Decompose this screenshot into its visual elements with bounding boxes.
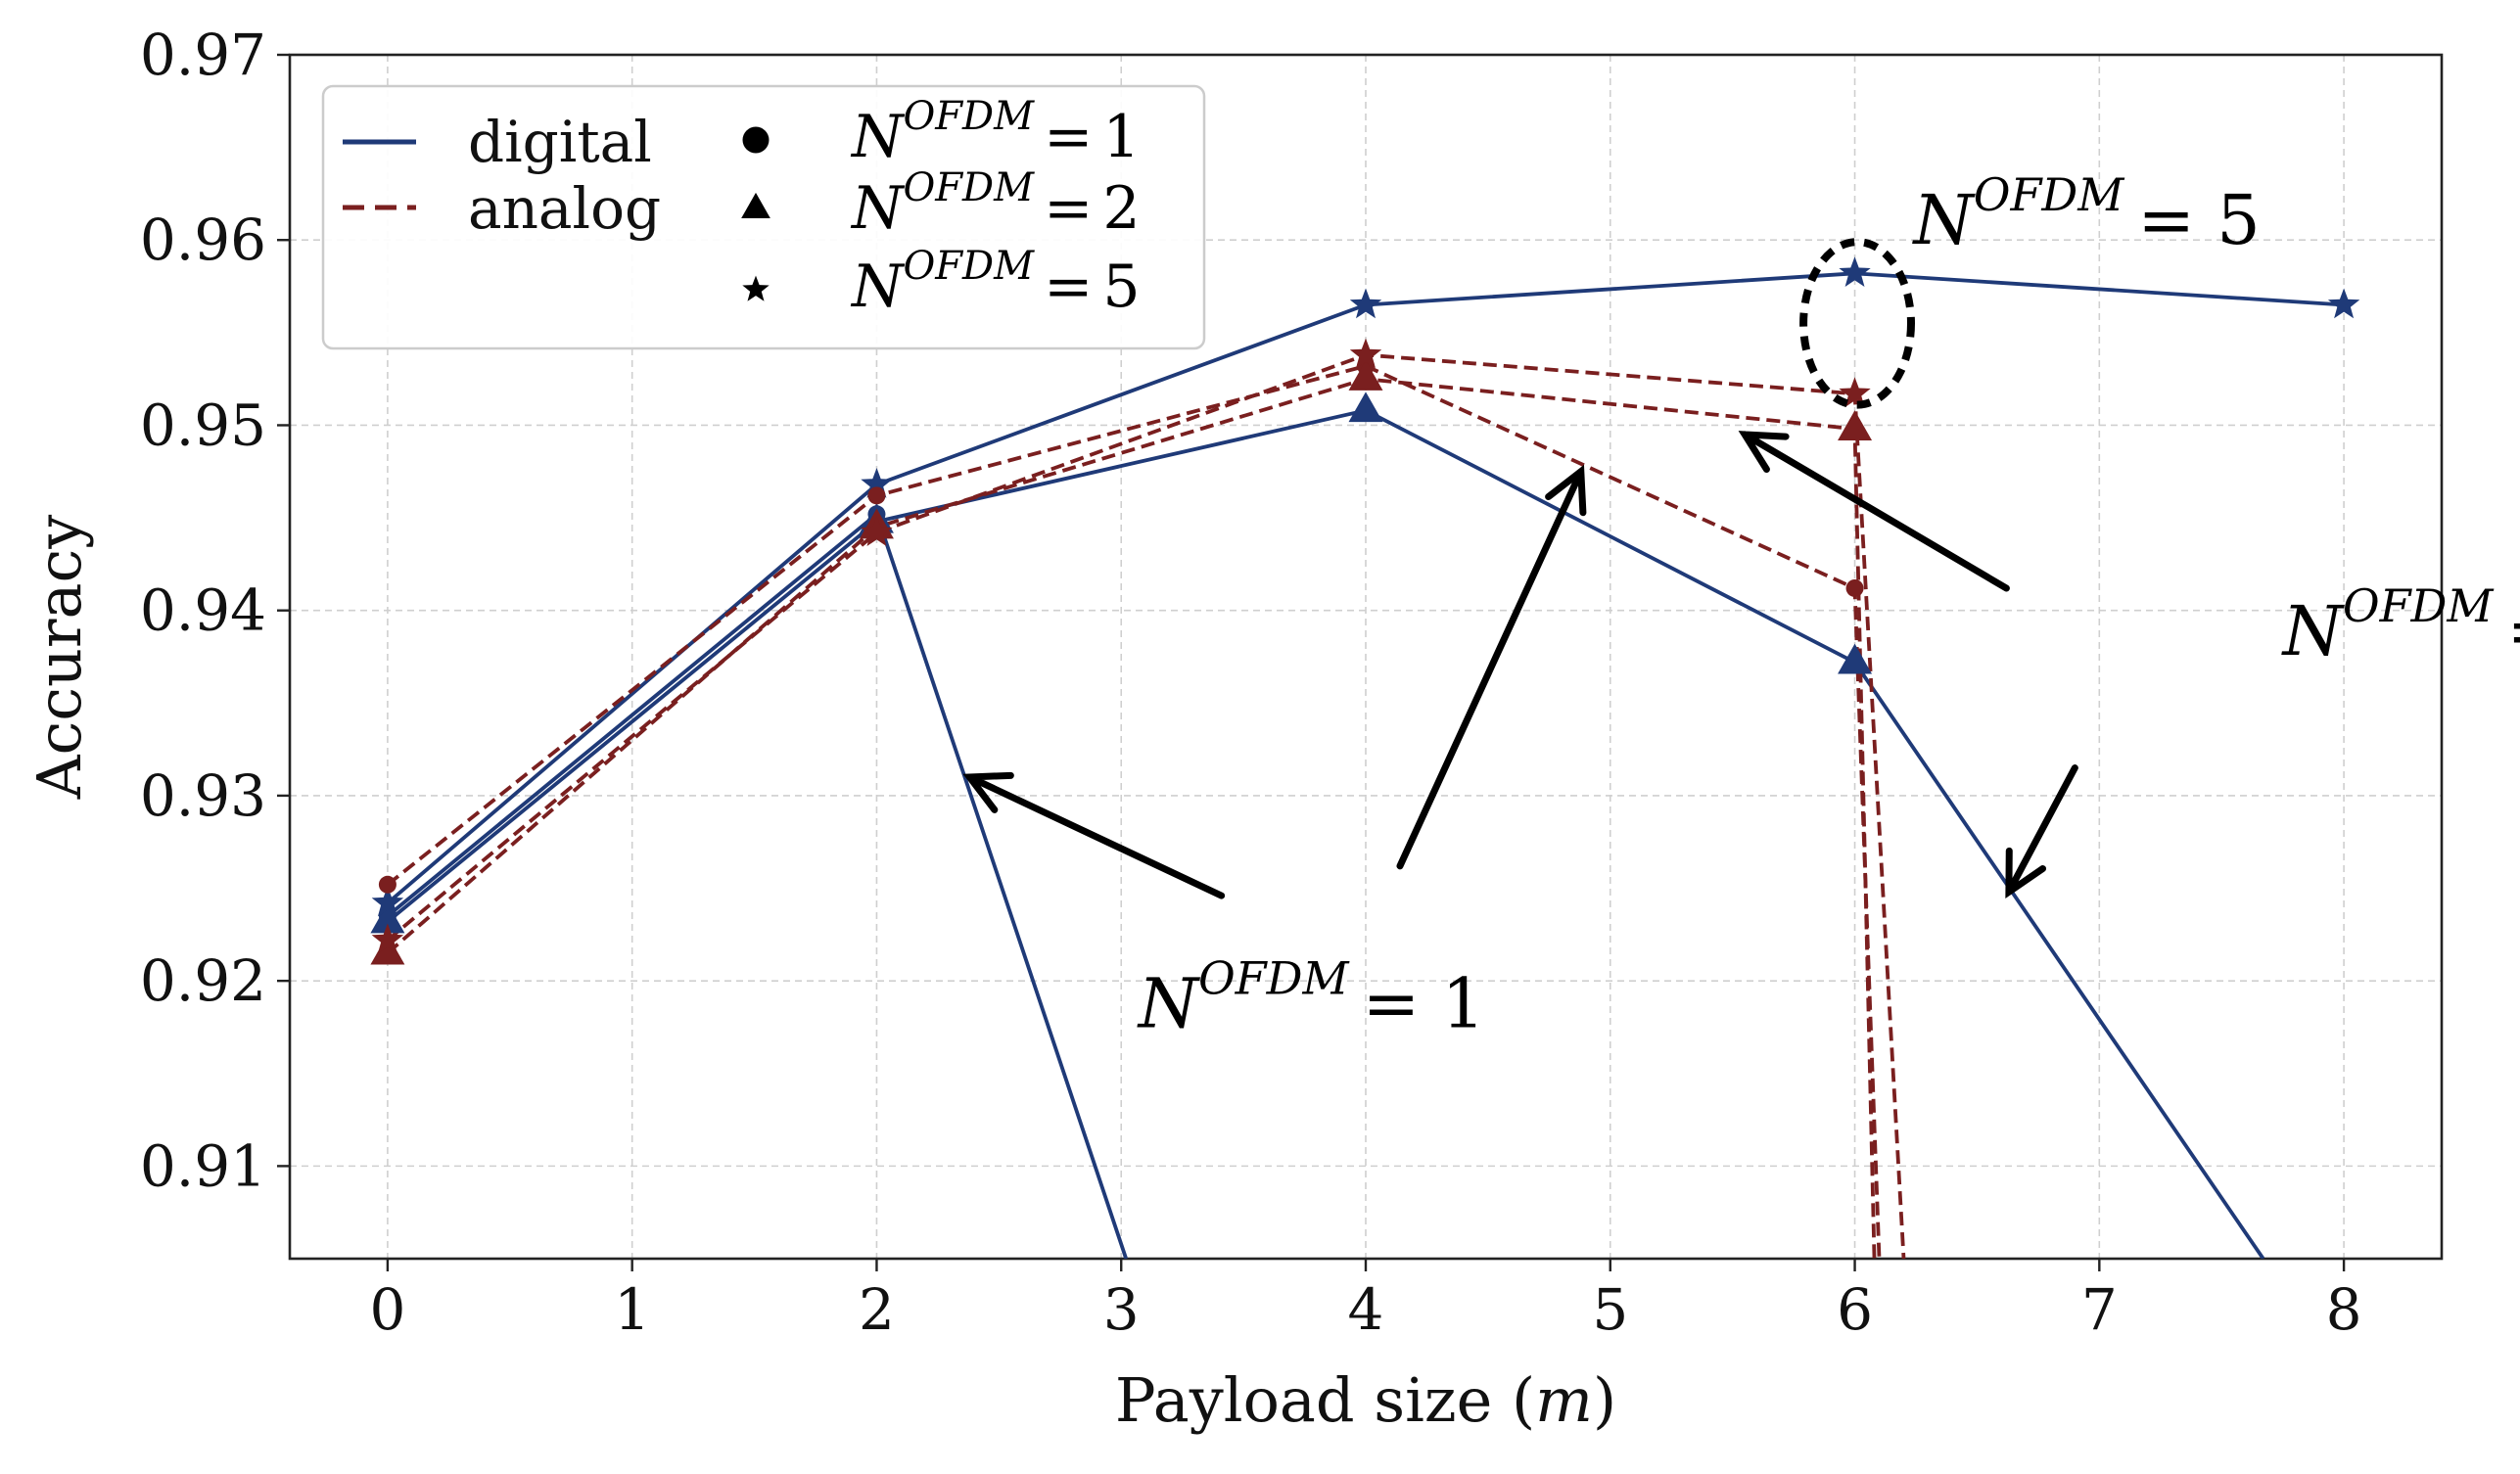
- series-line-5: [386, 352, 1906, 1259]
- y-tick-label-1: 0.92: [140, 947, 266, 1014]
- data-point-1-3: [1838, 643, 1873, 674]
- annotation-n5: NOFDM = 5: [1911, 168, 2260, 260]
- data-point-3-1: [867, 486, 886, 505]
- legend-digital-label: digital: [468, 109, 652, 175]
- x-tick-label-3: 3: [1103, 1276, 1140, 1343]
- y-tick-label-5: 0.96: [140, 207, 266, 273]
- annotation-arrow-0: [962, 771, 1226, 899]
- series-line-0: [386, 512, 1129, 1259]
- x-tick-label-8: 8: [2326, 1276, 2362, 1343]
- y-tick-label-4: 0.95: [140, 392, 266, 458]
- data-point-5-0: [371, 923, 404, 954]
- data-point-4-3: [1838, 410, 1873, 441]
- series-layer: [370, 256, 2360, 1259]
- legend-marker-shape-2: [742, 275, 770, 301]
- legend-marker-shape-0: [742, 126, 770, 154]
- data-point-5-3: [1839, 377, 1871, 407]
- data-point-2-0: [371, 886, 404, 917]
- y-axis-ticks: 0.91 0.92 0.93 0.94 0.95 0.96 0.97: [140, 22, 290, 1199]
- data-point-2-1: [861, 468, 893, 498]
- x-tick-label-5: 5: [1592, 1276, 1628, 1343]
- series-line-3: [386, 363, 1882, 1259]
- legend-star-marker: [742, 275, 770, 301]
- data-point-2-4: [2327, 288, 2360, 319]
- annotation-n2: NOFDM= 2: [2281, 579, 2520, 671]
- x-tick-label-2: 2: [859, 1276, 895, 1343]
- data-point-5-2: [1349, 338, 1382, 369]
- x-tick-label-0: 0: [369, 1276, 405, 1343]
- y-tick-label-3: 0.94: [140, 577, 266, 644]
- y-axis-title: Accuracy: [23, 515, 95, 801]
- annotation-arrow-2: [1738, 431, 2010, 592]
- annotation-n1: NOFDM = 1: [1137, 951, 1485, 1043]
- legend: digital analog NOFDM = 1 NOFDM = 2 NOFDM = 5: [321, 84, 1206, 350]
- legend-n5-label: NOFDM = 5: [850, 244, 1141, 321]
- y-tick-label-6: 0.97: [140, 22, 266, 88]
- annotation-layer: NOFDM= 5 NOFDM= 2 NOFDM= 1: [962, 168, 2520, 1043]
- data-point-1-2: [1348, 392, 1383, 423]
- data-point-4-2: [1348, 360, 1383, 391]
- annotation-arrow-1: [1396, 464, 1587, 870]
- legend-marker-shape-1: [741, 192, 770, 219]
- series-line-1: [386, 408, 2265, 1259]
- data-point-3-0: [378, 875, 397, 894]
- y-tick-label-0: 0.91: [140, 1132, 266, 1199]
- legend-n1-label: NOFDM = 1: [850, 94, 1141, 171]
- x-tick-label-6: 6: [1837, 1276, 1873, 1343]
- legend-triangle-marker: [741, 192, 770, 219]
- data-point-1-0: [370, 902, 405, 934]
- data-point-4-0: [370, 934, 405, 965]
- data-point-2-2: [1349, 288, 1382, 319]
- x-axis-title: Payload size (m): [1115, 1364, 1616, 1436]
- y-tick-label-2: 0.93: [140, 762, 266, 829]
- data-point-2-3: [1839, 256, 1871, 287]
- legend-n2-label: NOFDM = 2: [850, 165, 1141, 243]
- legend-circle-marker: [742, 126, 770, 154]
- data-point-3-3: [1845, 578, 1864, 597]
- highlight-ellipse: [1799, 238, 1915, 409]
- x-axis-ticks: 0 1 2 3 4 5 6 7 8: [369, 1259, 2362, 1343]
- series-line-4: [386, 377, 1877, 1259]
- x-tick-label-4: 4: [1348, 1276, 1384, 1343]
- x-tick-label-7: 7: [2081, 1276, 2118, 1343]
- annotation-arrow-3: [2005, 764, 2078, 899]
- data-point-5-1: [861, 516, 893, 546]
- legend-analog-label: analog: [468, 175, 661, 242]
- x-tick-label-1: 1: [614, 1276, 650, 1343]
